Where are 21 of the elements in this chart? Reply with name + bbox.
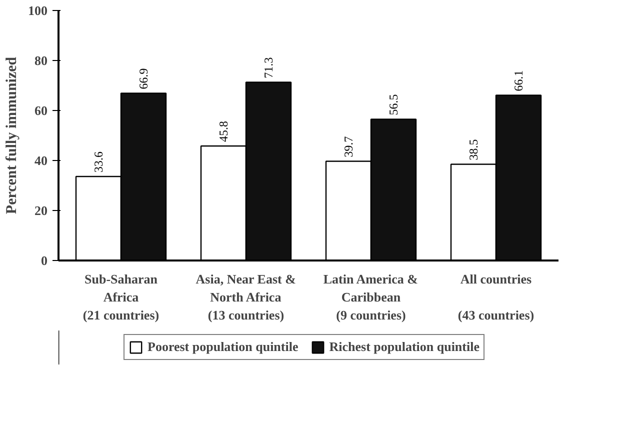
data-label: 71.3: [262, 57, 276, 78]
category-label: All countries (43 countries): [458, 272, 534, 322]
y-axis-title: Percent fully immunized: [4, 56, 20, 214]
x-tick-label: Sub-Saharan Africa (21 countries): [82, 272, 160, 322]
y-tick-label: 80: [34, 53, 48, 68]
data-label: 33.6: [92, 152, 106, 172]
data-label: 56.5: [386, 94, 400, 116]
data-label: 66.1: [512, 70, 526, 92]
y-tick-label: 60: [34, 103, 48, 118]
data-label: 39.7: [342, 136, 356, 158]
y-tick-label: 100: [28, 3, 48, 18]
legend-label: Poorest population quintile: [148, 339, 298, 355]
legend-label: Richest population quintile: [329, 339, 480, 355]
data-label: 45.8: [216, 121, 230, 142]
x-tick-label: Latin America & Caribbean (9 countries): [323, 272, 418, 322]
y-tick-label: 0: [41, 253, 48, 268]
y-tick-label: 40: [34, 153, 48, 168]
data-label: 66.9: [136, 68, 150, 90]
data-label: 38.5: [466, 139, 480, 160]
y-tick-label: 20: [34, 203, 48, 218]
x-tick-label: Asia, Near East & North Africa (13 countries): [196, 272, 296, 322]
